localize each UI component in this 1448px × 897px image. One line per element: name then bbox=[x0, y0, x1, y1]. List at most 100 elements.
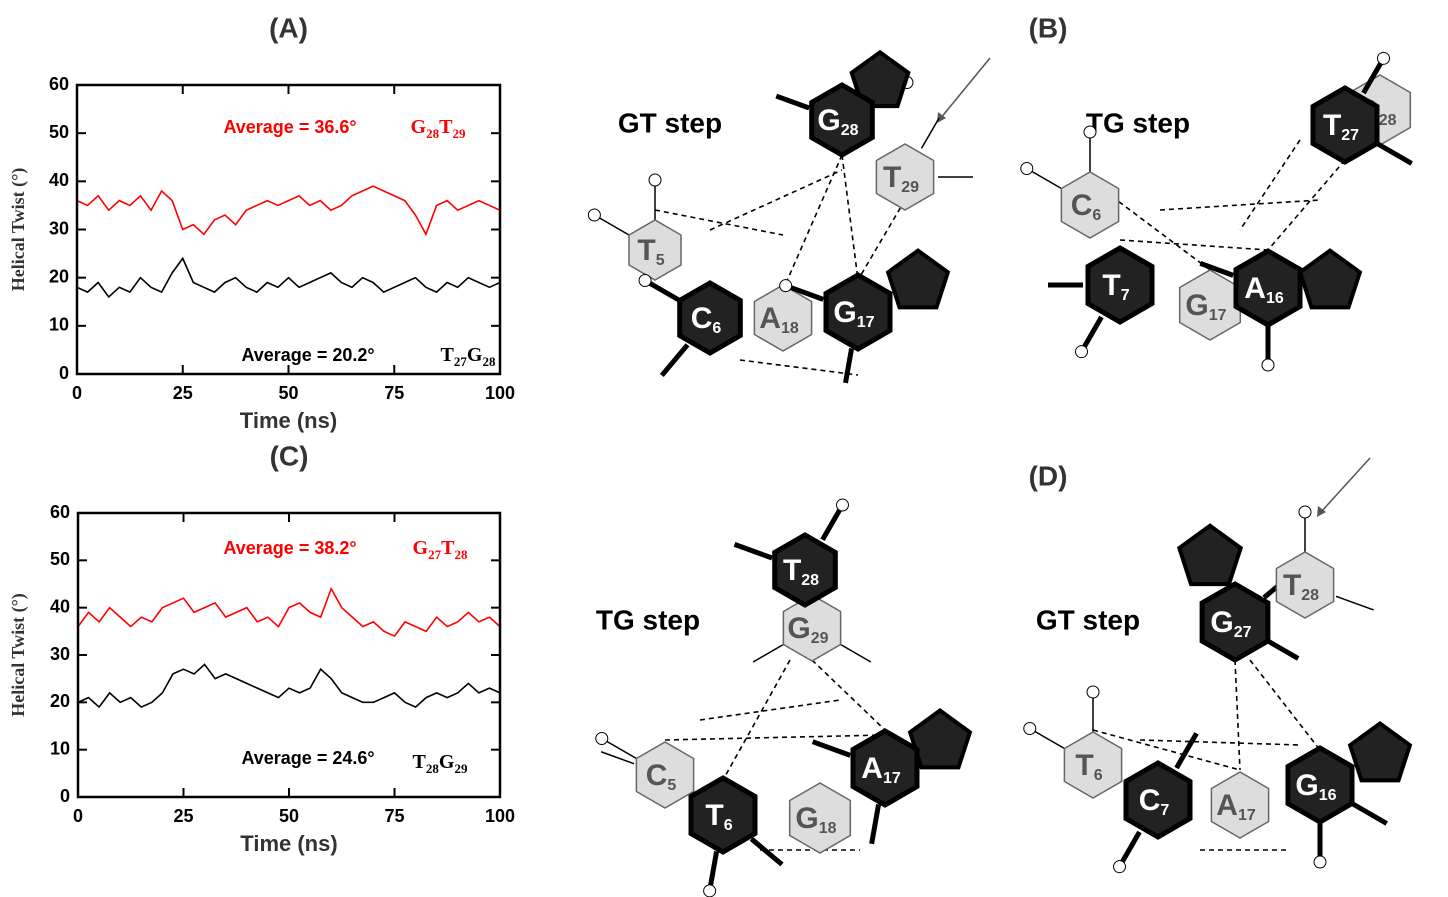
label-base: C bbox=[1071, 189, 1093, 222]
step-title: GT step bbox=[1036, 604, 1140, 635]
hydrogen-atom bbox=[1377, 51, 1390, 65]
bond bbox=[707, 851, 720, 892]
hydrogen-bond bbox=[1267, 159, 1346, 251]
y-tick-label: 30 bbox=[49, 218, 69, 238]
label-sub: 5 bbox=[656, 252, 665, 269]
base-ring bbox=[1285, 745, 1355, 825]
bond bbox=[784, 283, 825, 302]
label-sub: 29 bbox=[452, 126, 466, 141]
base-label: T6 bbox=[705, 799, 732, 834]
step-title: TG step bbox=[1086, 107, 1190, 138]
bond bbox=[1174, 732, 1199, 770]
x-tick-label: 75 bbox=[384, 383, 404, 403]
base-label: G18 bbox=[795, 802, 836, 837]
x-tick-label: 25 bbox=[173, 806, 193, 826]
base-ring bbox=[850, 728, 920, 808]
bond bbox=[1117, 830, 1142, 868]
base-ring bbox=[1210, 771, 1270, 839]
hydrogen-atom bbox=[1075, 345, 1088, 359]
base-label: C7 bbox=[1139, 784, 1170, 819]
y-tick-label: 60 bbox=[49, 74, 69, 94]
label-sub: 7 bbox=[1160, 802, 1169, 819]
y-tick-label: 50 bbox=[50, 549, 70, 569]
label-sub: 29 bbox=[811, 630, 829, 647]
average-label: Average = 24.6° bbox=[241, 748, 374, 768]
hydrogen-bond bbox=[722, 659, 791, 781]
label-sub: 6 bbox=[1094, 767, 1103, 784]
label-sub: 28 bbox=[426, 761, 440, 776]
series-line bbox=[77, 586, 501, 638]
label-base: G bbox=[787, 612, 810, 645]
x-axis-label: Time (ns) bbox=[240, 831, 337, 856]
base-ring bbox=[1199, 581, 1271, 663]
hydrogen-atom bbox=[1313, 855, 1327, 869]
label-base: C bbox=[646, 759, 668, 792]
bond bbox=[1375, 141, 1413, 166]
base-ring bbox=[1233, 248, 1303, 328]
hydrogen-atom bbox=[1261, 358, 1275, 372]
arrow bbox=[1320, 457, 1371, 513]
x-axis-label: Time (ns) bbox=[240, 408, 337, 433]
bond bbox=[659, 343, 690, 378]
hydrogen-atom bbox=[587, 208, 601, 222]
label-sub: 17 bbox=[883, 770, 901, 787]
panel-title: (D) bbox=[1029, 460, 1068, 491]
bond bbox=[840, 643, 872, 663]
plot-frame bbox=[75, 83, 502, 376]
base-label: T28 bbox=[1283, 569, 1319, 604]
step-title: TG step bbox=[596, 604, 700, 635]
x-tick-label: 50 bbox=[278, 383, 298, 403]
base-label: A18 bbox=[759, 302, 799, 337]
label-base: T bbox=[413, 751, 427, 773]
label-sub: 28 bbox=[454, 547, 468, 562]
base-label: G16 bbox=[1295, 769, 1336, 804]
base-label: T7 bbox=[1102, 269, 1129, 304]
hydrogen-bond bbox=[1159, 199, 1321, 211]
base-label: C5 bbox=[646, 759, 677, 794]
hydrogen-bond bbox=[1249, 659, 1321, 751]
label-base: T bbox=[1283, 569, 1301, 602]
average-label: Average = 38.2° bbox=[223, 538, 356, 558]
base-label: G28 bbox=[817, 104, 858, 139]
base-label: T6 bbox=[1075, 749, 1102, 784]
label-sub: 17 bbox=[1209, 307, 1227, 324]
y-tick-label: 50 bbox=[49, 122, 69, 142]
label-sub: 28 bbox=[482, 354, 496, 369]
y-tick-label: 0 bbox=[60, 786, 70, 806]
base-ring bbox=[753, 284, 813, 352]
x-tick-label: 25 bbox=[173, 383, 193, 403]
label-base: T bbox=[441, 537, 455, 559]
step-title: GT step bbox=[618, 107, 722, 138]
label-sub: 28 bbox=[1379, 112, 1397, 129]
hydrogen-atom bbox=[1086, 685, 1100, 699]
x-tick-label: 75 bbox=[384, 806, 404, 826]
x-tick-label: 50 bbox=[279, 806, 299, 826]
label-base: T bbox=[439, 116, 453, 138]
panel-title: (B) bbox=[1029, 12, 1068, 43]
hydrogen-atom bbox=[648, 173, 662, 187]
label-base: G bbox=[411, 116, 427, 138]
base-label: C6 bbox=[1071, 189, 1102, 224]
step-label: G28T29 bbox=[411, 116, 466, 141]
label-base: T bbox=[637, 234, 655, 267]
label-base: T bbox=[883, 161, 901, 194]
label-base: G bbox=[1210, 606, 1233, 639]
label-base: T bbox=[705, 799, 723, 832]
y-tick-label: 10 bbox=[50, 738, 70, 758]
y-tick-label: 20 bbox=[49, 266, 69, 286]
bond bbox=[1079, 315, 1104, 353]
base-ring bbox=[885, 248, 951, 310]
hydrogen-bond bbox=[782, 154, 843, 291]
label-sub: 18 bbox=[781, 320, 799, 337]
hydrogen-bond bbox=[739, 359, 859, 376]
base-label: C6 bbox=[691, 302, 722, 337]
x-tick-label: 0 bbox=[73, 806, 83, 826]
bond bbox=[749, 836, 784, 867]
bond bbox=[1350, 801, 1388, 826]
base-ring bbox=[907, 708, 973, 770]
hydrogen-bond bbox=[857, 199, 906, 281]
label-sub: 28 bbox=[426, 126, 440, 141]
base-label: A17 bbox=[1216, 789, 1256, 824]
hydrogen-atom bbox=[1113, 860, 1126, 874]
base-ring bbox=[1275, 551, 1335, 619]
